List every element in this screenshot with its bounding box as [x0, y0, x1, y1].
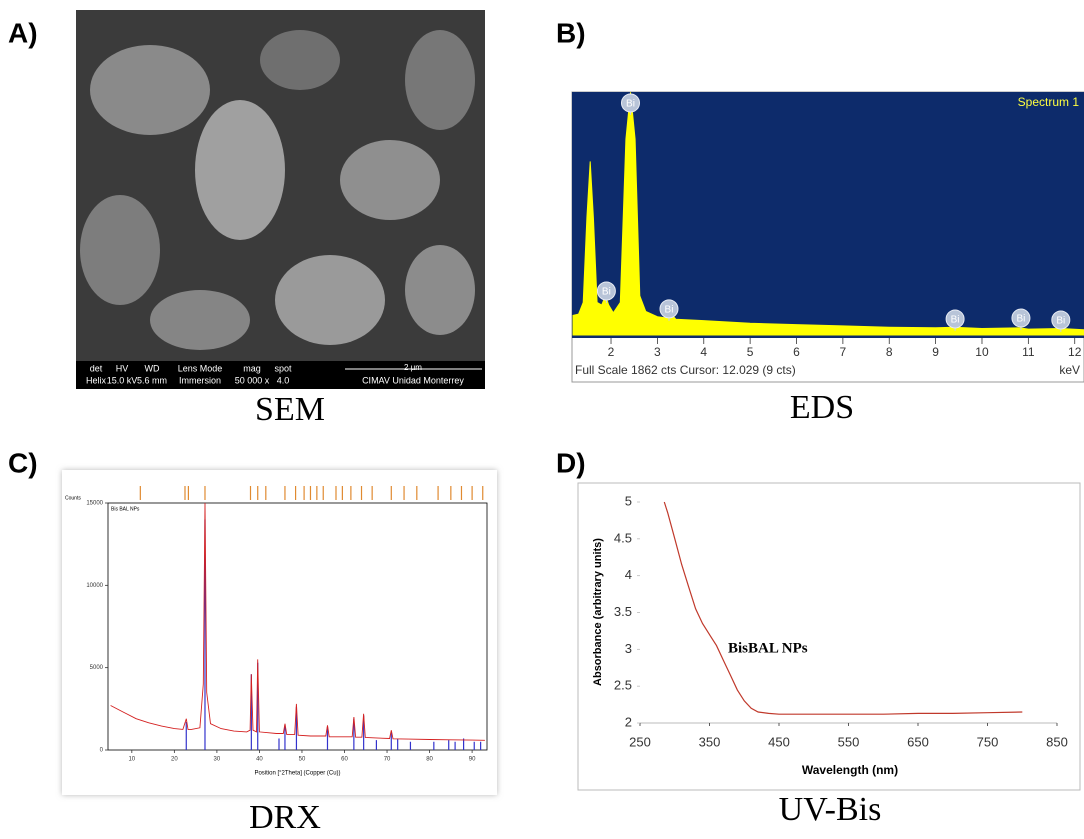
- x-tick-label: 11: [1022, 345, 1035, 359]
- element-label: Bi: [626, 99, 635, 110]
- y-tick-label: 4: [625, 567, 632, 582]
- caption: SEM: [255, 391, 325, 428]
- sem-value: 15.0 kV: [107, 375, 138, 385]
- x-tick-label: 350: [699, 734, 721, 749]
- sem-header: spot: [274, 363, 292, 373]
- sem-institution: CIMAV Unidad Monterrey: [362, 375, 464, 385]
- x-tick-label: 50: [299, 757, 306, 763]
- y-tick-label: 15000: [86, 501, 103, 507]
- panel-label: A): [8, 17, 38, 48]
- x-tick-label: 650: [907, 734, 929, 749]
- sem-value: 4.0: [277, 375, 290, 385]
- y-tick-label: 3: [625, 641, 632, 656]
- x-unit: keV: [1059, 363, 1080, 377]
- caption: UV-Bis: [779, 791, 882, 828]
- y-tick-label: 5: [625, 493, 632, 508]
- x-tick-label: 40: [256, 757, 263, 763]
- y-tick-label: 10000: [86, 583, 103, 589]
- x-tick-label: 6: [793, 345, 800, 359]
- x-tick-label: 10: [975, 345, 989, 359]
- x-tick-label: 10: [128, 757, 135, 763]
- x-tick-label: 60: [341, 757, 348, 763]
- sem-header: det: [90, 363, 103, 373]
- sem-value: 5.6 mm: [137, 375, 167, 385]
- y-tick-label: 5000: [90, 665, 104, 671]
- y-axis-label: Absorbance (arbitrary units): [592, 538, 604, 686]
- x-axis-label: Wavelength (nm): [802, 763, 898, 777]
- sem-value: 50 000 x: [235, 375, 270, 385]
- chart-title: Spectrum 1: [1018, 95, 1080, 109]
- sem-header: mag: [243, 363, 261, 373]
- x-tick-label: 550: [838, 734, 860, 749]
- annotation: BisBAL NPs: [728, 640, 808, 656]
- x-tick-label: 8: [886, 345, 893, 359]
- sem-header: Lens Mode: [178, 363, 223, 373]
- y-tick-label: 2.5: [614, 678, 632, 693]
- element-label: Bi: [602, 287, 611, 298]
- x-tick-label: 850: [1046, 734, 1068, 749]
- sem-value: Immersion: [179, 375, 221, 385]
- x-tick-label: 5: [747, 345, 754, 359]
- x-tick-label: 80: [426, 757, 433, 763]
- figure: A) B) C) D) SEM EDS DRX UV-Bis det HV WD…: [0, 0, 1084, 839]
- x-tick-label: 12: [1068, 345, 1082, 359]
- element-label: Bi: [1016, 314, 1025, 325]
- x-tick-label: 450: [768, 734, 790, 749]
- panel-label: C): [8, 447, 38, 478]
- y-tick-label: 4.5: [614, 530, 632, 545]
- y-axis-label: Counts: [65, 495, 81, 501]
- sem-image: [76, 10, 485, 389]
- element-label: Bi: [951, 315, 960, 326]
- x-tick-label: 30: [214, 757, 221, 763]
- x-tick-label: 90: [469, 757, 476, 763]
- caption: EDS: [790, 389, 854, 426]
- caption: DRX: [249, 799, 321, 836]
- legend-entry: Bis BAL NPs: [111, 506, 140, 512]
- scale-bar-label: 2 µm: [404, 363, 422, 372]
- x-tick-label: 70: [384, 757, 391, 763]
- status-line: Full Scale 1862 cts Cursor: 12.029 (9 ct…: [575, 363, 796, 377]
- plot-background: [572, 92, 1084, 338]
- sem-header: HV: [116, 363, 129, 373]
- x-tick-label: 20: [171, 757, 178, 763]
- panel-label: B): [556, 17, 586, 48]
- x-tick-label: 750: [977, 734, 999, 749]
- x-axis-label: Position [°2Theta] (Copper (Cu)): [254, 771, 340, 777]
- element-label: Bi: [1056, 316, 1065, 327]
- element-label: Bi: [665, 305, 674, 316]
- x-tick-label: 3: [654, 345, 661, 359]
- x-tick-label: 250: [629, 734, 651, 749]
- x-tick-label: 2: [608, 345, 615, 359]
- panel-label: D): [556, 447, 586, 478]
- uv-frame: [578, 483, 1080, 790]
- x-tick-label: 9: [932, 345, 939, 359]
- y-tick-label: 2: [625, 714, 632, 729]
- sem-value: Helix: [86, 375, 107, 385]
- sem-header: WD: [145, 363, 160, 373]
- y-tick-label: 3.5: [614, 604, 632, 619]
- x-tick-label: 7: [840, 345, 847, 359]
- x-tick-label: 4: [700, 345, 707, 359]
